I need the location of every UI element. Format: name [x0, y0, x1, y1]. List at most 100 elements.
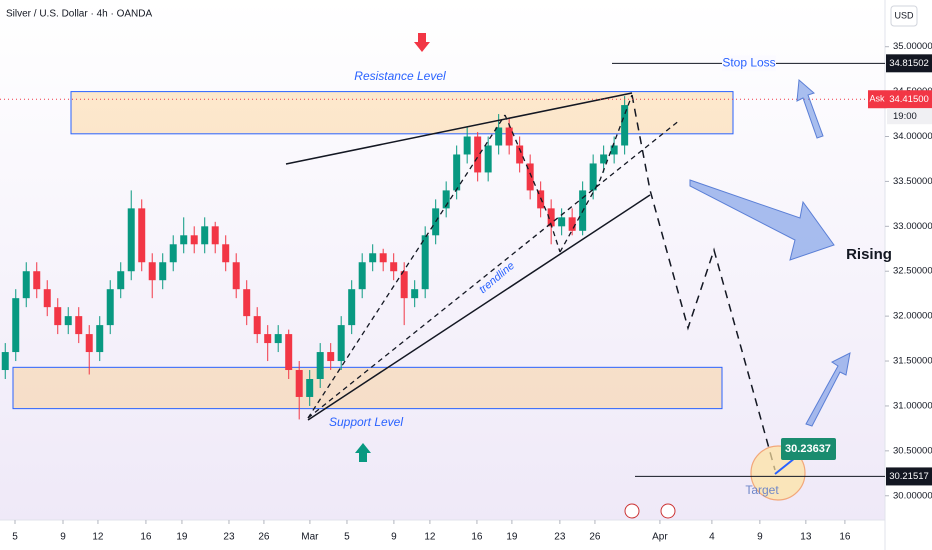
candle-body: [558, 217, 566, 227]
support-zone: [12, 366, 723, 410]
callout-box: [781, 438, 836, 460]
candle-body: [589, 163, 597, 191]
candle-body: [463, 136, 471, 155]
candle-body: [295, 370, 303, 397]
candle-body: [127, 208, 135, 272]
event-icon[interactable]: [624, 503, 640, 519]
candle-body: [358, 262, 366, 290]
candle-body: [180, 235, 188, 245]
x-tick-label: 16: [471, 532, 483, 543]
candle-body: [285, 334, 293, 371]
candle-body: [211, 226, 219, 245]
event-icon[interactable]: [660, 503, 676, 519]
arrow-shape: [689, 179, 835, 261]
x-tick-label: 9: [60, 532, 66, 543]
candle-body: [159, 262, 167, 281]
resistance-zone: [70, 91, 734, 135]
candle-body: [327, 352, 335, 362]
candle-body: [243, 289, 251, 317]
candle-body: [610, 145, 618, 155]
candle-body: [12, 298, 20, 353]
candle-body: [190, 235, 198, 245]
currency-box[interactable]: [890, 5, 918, 27]
candle-body: [442, 190, 450, 209]
y-tick-label: 35.00000: [893, 41, 932, 52]
candle-body: [148, 262, 156, 281]
candle-body: [390, 262, 398, 272]
x-tick-label: 9: [757, 532, 763, 543]
ask-tag: [868, 90, 887, 109]
x-tick-label: 26: [258, 532, 270, 543]
countdown-box: [887, 108, 932, 125]
candle-body: [274, 334, 282, 344]
y-tick-label: 31.50000: [893, 356, 932, 367]
candle-body: [54, 307, 62, 326]
candle-body: [138, 208, 146, 263]
candle-body: [379, 253, 387, 263]
candle-body: [568, 217, 576, 231]
price-label: 34.41500: [889, 94, 929, 105]
candle-body: [411, 289, 419, 299]
x-tick-label: 5: [12, 532, 18, 543]
drawing-line: [504, 114, 561, 253]
arrow-shape: [796, 78, 824, 139]
candle-body: [232, 262, 240, 290]
candle-body: [85, 334, 93, 353]
candle-body: [516, 145, 524, 164]
x-tick-label: 16: [140, 532, 152, 543]
label-bg: [722, 55, 776, 72]
candle-body: [369, 253, 377, 263]
candle-body: [106, 289, 114, 326]
y-tick-label: 33.50000: [893, 176, 932, 187]
candle-body: [22, 271, 30, 299]
callout-pointer: [774, 457, 796, 475]
drawing-line: [285, 92, 633, 165]
y-tick-label: 34.00000: [893, 131, 932, 142]
y-tick-label: 33.00000: [893, 221, 932, 232]
y-tick-label: 30.50000: [893, 445, 932, 456]
candle-body: [306, 378, 314, 397]
candle-body: [600, 154, 608, 164]
candle-body: [495, 127, 503, 146]
x-tick-label: 16: [839, 532, 851, 543]
drawing-line: [559, 94, 633, 253]
x-tick-label: 13: [800, 532, 812, 543]
y-tick-label: 32.00000: [893, 311, 932, 322]
candle-body: [64, 316, 72, 326]
candle-body: [484, 145, 492, 173]
x-tick-label: 23: [554, 532, 566, 543]
zone-label: Resistance Level: [354, 69, 446, 83]
price-box: [886, 54, 932, 73]
candle-body: [316, 352, 324, 379]
x-tick-label: 19: [176, 532, 188, 543]
candle-body: [1, 352, 9, 371]
stop-loss-label: Stop Loss: [722, 55, 775, 69]
candle-body: [453, 154, 461, 191]
target-label: Target: [745, 483, 779, 497]
ask-tag-label: Ask: [869, 94, 885, 104]
currency: USD: [894, 10, 914, 20]
candle-body: [169, 244, 177, 263]
drawing-line: [307, 119, 681, 419]
drawing-line: [631, 94, 776, 471]
y-tick-label: 32.50000: [893, 266, 932, 277]
x-tick-label: 12: [92, 532, 104, 543]
x-tick-label: 4: [709, 532, 715, 543]
x-tick-label: Mar: [301, 532, 319, 543]
price-box: [887, 90, 932, 109]
down-arrow: [414, 33, 430, 52]
x-tick-label: 5: [344, 532, 350, 543]
x-tick-label: 12: [424, 532, 436, 543]
candle-body: [253, 316, 261, 335]
candle-body: [621, 105, 629, 146]
candle-body: [400, 271, 408, 299]
chart-title: Silver / U.S. Dollar · 4h · OANDA: [6, 9, 152, 20]
x-tick-label: 19: [506, 532, 518, 543]
x-tick-label: 23: [223, 532, 235, 543]
y-tick-label: 31.00000: [893, 400, 932, 411]
candle-body: [337, 325, 345, 362]
price-label: 30.21517: [889, 471, 929, 482]
annotation: Rising: [846, 246, 892, 263]
candle-body: [547, 208, 555, 227]
